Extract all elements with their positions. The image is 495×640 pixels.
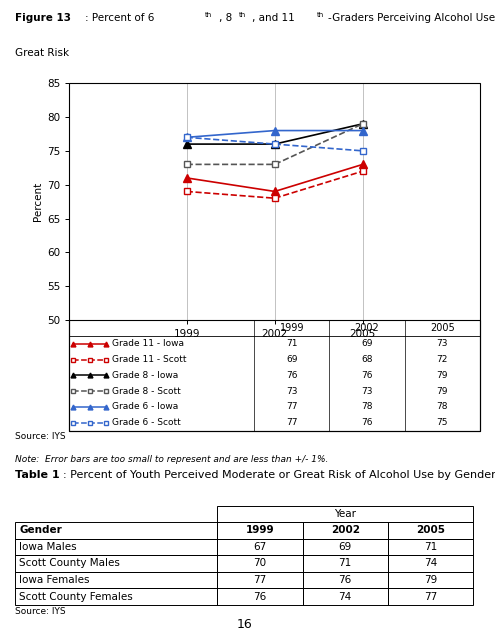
Text: 68: 68 xyxy=(361,355,373,364)
Text: 1999: 1999 xyxy=(280,323,304,333)
Text: , 8: , 8 xyxy=(219,13,233,23)
Text: Figure 13: Figure 13 xyxy=(15,13,71,23)
Bar xyxy=(217,506,473,522)
Text: 72: 72 xyxy=(437,355,448,364)
Text: Gender: Gender xyxy=(19,525,62,536)
Text: Grade 6 - Iowa: Grade 6 - Iowa xyxy=(112,403,179,412)
Text: Grade 11 - Scott: Grade 11 - Scott xyxy=(112,355,187,364)
Text: th: th xyxy=(317,12,324,17)
Bar xyxy=(302,572,388,588)
Bar xyxy=(15,588,217,605)
Text: 73: 73 xyxy=(437,339,448,348)
Bar xyxy=(15,539,217,555)
Bar xyxy=(217,555,302,572)
Text: Source: IYS: Source: IYS xyxy=(15,432,65,441)
Text: -Graders Perceiving Alcohol Use as a Moderate or: -Graders Perceiving Alcohol Use as a Mod… xyxy=(329,13,495,23)
Text: 69: 69 xyxy=(339,542,352,552)
Text: 74: 74 xyxy=(339,591,352,602)
Text: 78: 78 xyxy=(437,403,448,412)
Bar xyxy=(388,539,473,555)
Text: 2005: 2005 xyxy=(416,525,445,536)
Text: th: th xyxy=(205,12,212,17)
Bar xyxy=(217,588,302,605)
Text: Table 1: Table 1 xyxy=(15,470,59,481)
Bar xyxy=(388,588,473,605)
Bar xyxy=(302,522,388,539)
Text: Grade 11 - Iowa: Grade 11 - Iowa xyxy=(112,339,185,348)
Text: 69: 69 xyxy=(286,355,297,364)
Bar xyxy=(217,539,302,555)
Text: 76: 76 xyxy=(361,371,373,380)
Text: Scott County Males: Scott County Males xyxy=(19,559,120,568)
Text: Grade 6 - Scott: Grade 6 - Scott xyxy=(112,419,181,428)
Text: Note:  Error bars are too small to represent and are less than +/- 1%.: Note: Error bars are too small to repres… xyxy=(15,455,328,464)
Text: : Percent of 6: : Percent of 6 xyxy=(85,13,154,23)
Text: Grade 8 - Scott: Grade 8 - Scott xyxy=(112,387,181,396)
Bar xyxy=(388,522,473,539)
Text: 79: 79 xyxy=(424,575,437,585)
Text: 77: 77 xyxy=(253,575,267,585)
Text: 78: 78 xyxy=(361,403,373,412)
Text: 77: 77 xyxy=(286,419,297,428)
Text: 1999: 1999 xyxy=(246,525,274,536)
Text: Year: Year xyxy=(334,509,356,519)
Text: 77: 77 xyxy=(424,591,437,602)
Bar xyxy=(217,572,302,588)
Text: 76: 76 xyxy=(286,371,297,380)
Text: 2002: 2002 xyxy=(354,323,379,333)
Text: 71: 71 xyxy=(286,339,297,348)
Text: 73: 73 xyxy=(286,387,297,396)
Text: Great Risk: Great Risk xyxy=(15,48,69,58)
Text: 79: 79 xyxy=(437,387,448,396)
Text: Iowa Males: Iowa Males xyxy=(19,542,77,552)
Bar xyxy=(15,522,217,539)
Text: 73: 73 xyxy=(361,387,373,396)
Text: 76: 76 xyxy=(253,591,267,602)
Bar xyxy=(15,572,217,588)
Text: th: th xyxy=(239,12,247,17)
Text: Scott County Females: Scott County Females xyxy=(19,591,133,602)
Text: 2002: 2002 xyxy=(331,525,360,536)
Bar xyxy=(388,555,473,572)
Text: 74: 74 xyxy=(424,559,437,568)
Text: Iowa Females: Iowa Females xyxy=(19,575,90,585)
Bar xyxy=(302,539,388,555)
Text: 79: 79 xyxy=(437,371,448,380)
Text: 2005: 2005 xyxy=(430,323,454,333)
Y-axis label: Percent: Percent xyxy=(33,182,43,221)
Text: 67: 67 xyxy=(253,542,267,552)
Text: 69: 69 xyxy=(361,339,373,348)
Text: 71: 71 xyxy=(339,559,352,568)
Bar xyxy=(302,588,388,605)
Text: 71: 71 xyxy=(424,542,437,552)
Text: 76: 76 xyxy=(339,575,352,585)
Bar xyxy=(302,555,388,572)
Text: 77: 77 xyxy=(286,403,297,412)
Text: 70: 70 xyxy=(253,559,266,568)
Text: Grade 8 - Iowa: Grade 8 - Iowa xyxy=(112,371,179,380)
Bar xyxy=(217,522,302,539)
Text: , and 11: , and 11 xyxy=(252,13,295,23)
Text: : Percent of Youth Perceived Moderate or Great Risk of Alcohol Use by Gender: : Percent of Youth Perceived Moderate or… xyxy=(63,470,495,481)
Bar xyxy=(15,555,217,572)
Text: 76: 76 xyxy=(361,419,373,428)
Text: 75: 75 xyxy=(437,419,448,428)
Bar xyxy=(388,572,473,588)
Text: 16: 16 xyxy=(237,618,253,630)
Text: Source: IYS: Source: IYS xyxy=(15,607,65,616)
